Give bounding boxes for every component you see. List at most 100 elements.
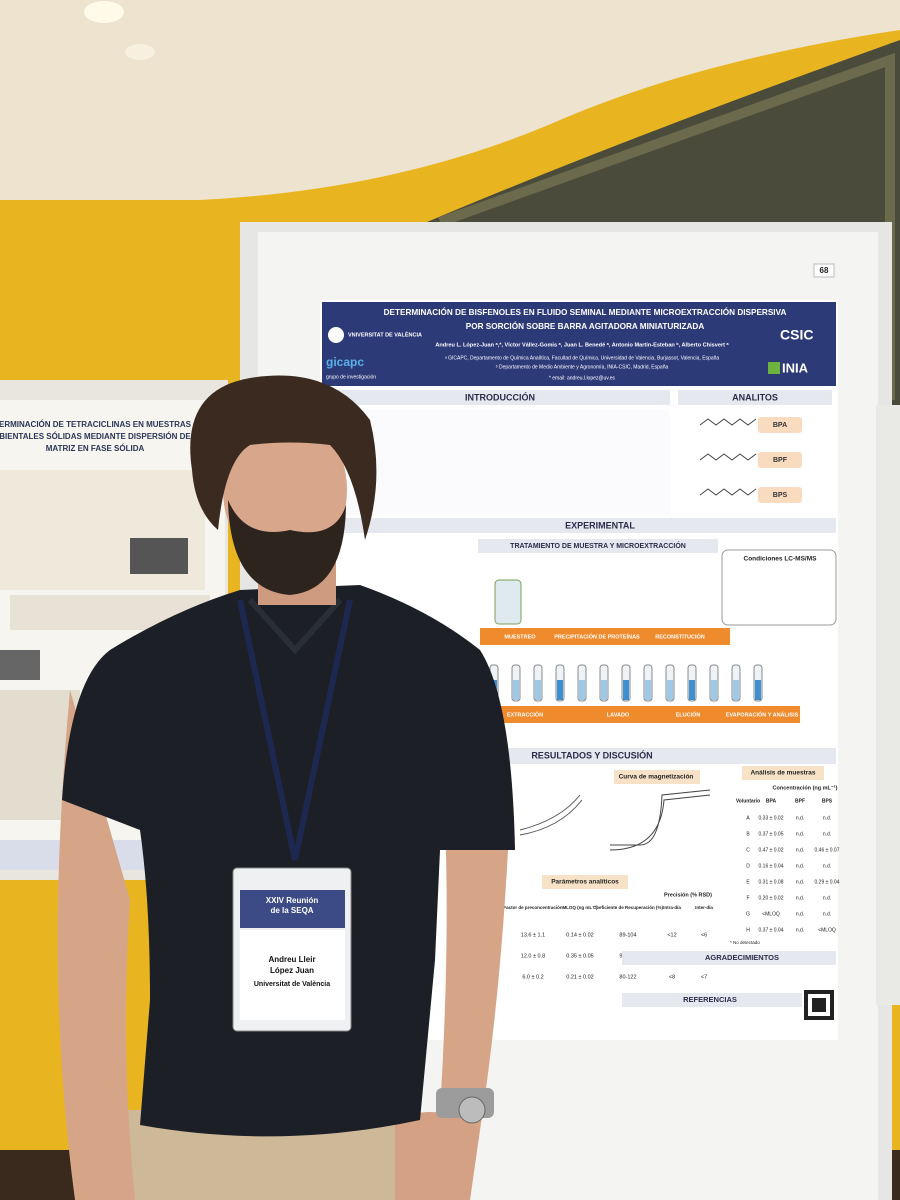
table-cell: n.d. — [796, 895, 804, 901]
table-cell: n.d. — [823, 815, 831, 821]
polo-shirt — [62, 585, 515, 1137]
magnetization-plot — [609, 789, 711, 851]
poster-title: DETERMINACIÓN DE BISFENOLES EN FLUIDO SE… — [384, 306, 787, 317]
table-cell: 0.37 ± 0.04 — [759, 927, 784, 933]
subsection-bar — [742, 766, 824, 780]
table-cell: <6 — [701, 932, 707, 938]
molecule — [699, 418, 757, 426]
tapestry — [420, 40, 900, 420]
table-cell: 0.37 ± 0.05 — [759, 831, 784, 837]
left-arm — [57, 690, 135, 1200]
badge-event: de la SEQA — [270, 906, 313, 915]
badge-header — [240, 890, 345, 928]
section-title: AGRADECIMIENTOS — [705, 953, 779, 962]
tube-liquid — [733, 680, 739, 700]
table-cell: n.d. — [796, 911, 804, 917]
table-cell: n.d. — [796, 879, 804, 885]
badge-body — [240, 930, 345, 1020]
step-label: EXTRACCIÓN — [507, 710, 543, 718]
section-bar — [678, 390, 832, 405]
section-bar — [330, 390, 670, 405]
subsection-bar — [542, 875, 628, 889]
poster-authors: Andreu L. López-Juan ᵃ,*, Víctor Vállez-… — [435, 341, 729, 348]
poster-header — [322, 302, 836, 386]
table-cell: <7 — [701, 974, 707, 980]
step-label: EVAPORACIÓN Y ANÁLISIS — [726, 710, 799, 718]
table-cell: n.d. — [823, 911, 831, 917]
table-header: BPF — [795, 798, 805, 804]
watch-face — [458, 1096, 486, 1124]
poster-title: POR SORCIÓN SOBRE BARRA AGITADORA MINIAT… — [466, 320, 705, 331]
table-header: Intra-día — [663, 905, 681, 910]
steps-top: MUESTREO PRECIPITACIÓN DE PROTEÍNAS RECONS… — [504, 632, 704, 640]
section-title: INTRODUCCIÓN — [465, 391, 535, 402]
analyte-box — [758, 487, 802, 503]
analyte-box — [758, 452, 802, 468]
table-cell: 89-104 — [619, 932, 636, 938]
tube-liquid — [755, 680, 761, 700]
table-cell: 0.35 ± 0.05 — [566, 953, 593, 959]
right-hand — [395, 1112, 480, 1200]
badge-affiliation: Universitat de València — [254, 981, 330, 988]
left-poster-title: ERMINACIÓN DE TETRACICLINAS EN MUESTRAS — [0, 420, 192, 429]
table-cell: 0.46 ± 0.07 — [815, 847, 840, 853]
badge-name: López Juan — [270, 966, 314, 975]
table-cell: 6.0 ± 0.2 — [522, 974, 543, 980]
molecule — [699, 453, 757, 461]
intro-text-block — [330, 410, 670, 515]
poster-email: * email: andreu.l.lopez@uv.es — [549, 375, 616, 381]
step-label: ELUCIÓN — [676, 710, 701, 718]
left-poster-title: BIENTALES SÓLIDAS MEDIANTE DISPERSIÓN DE — [0, 432, 191, 441]
analyte-label: BPS — [773, 492, 788, 499]
table-header: MLOQ (ng mL⁻¹) — [562, 905, 598, 910]
ceiling-light — [125, 44, 155, 60]
table-cell: F — [746, 895, 749, 901]
table-cell: A — [746, 815, 750, 821]
table-cell: D — [746, 863, 750, 869]
table-cell: 0.29 ± 0.04 — [815, 879, 840, 885]
table-cell: 0.20 ± 0.02 — [759, 895, 784, 901]
analyte-box — [758, 417, 802, 433]
adsorption-plot — [519, 794, 583, 836]
table-cell: H — [746, 927, 750, 933]
table-header: Inter-día — [695, 905, 713, 910]
table-header: BPS — [822, 798, 833, 804]
inia-logo: INIA — [782, 360, 809, 375]
tube-liquid — [645, 680, 651, 700]
table-cell: n.d. — [823, 863, 831, 869]
badge-event: XXIV Reunión — [266, 896, 319, 905]
lanyard — [237, 599, 353, 861]
table-cell: 0.47 ± 0.02 — [759, 847, 784, 853]
table-cell: n.d. — [796, 831, 804, 837]
table-cell: 0.14 ± 0.02 — [566, 932, 593, 938]
samples-table: Concentración (ng mL⁻¹) Voluntario BPA BPF B… — [730, 784, 840, 945]
table-cell: <MLOQ — [762, 911, 780, 917]
table-cell: n.d. — [796, 847, 804, 853]
poster-affiliation: ᵃ GICAPC, Departamento de Química Analít… — [445, 355, 720, 361]
tube-liquid — [623, 680, 629, 700]
table-cell: 0.31 ± 0.08 — [759, 879, 784, 885]
table-cell: n.d. — [796, 863, 804, 869]
inia-mark — [768, 362, 780, 374]
table-cell: 12.0 ± 0.8 — [521, 953, 545, 959]
tubes — [489, 579, 763, 702]
steps-bottom: EXTRACCIÓN LAVADO ELUCIÓN EVAPORACIÓN Y ANÁ… — [507, 710, 799, 718]
group-logo-sub: grupo de investigación — [326, 374, 376, 380]
number-tag — [813, 263, 835, 278]
table-header: Coeficiente de Recuperación (%) — [593, 905, 664, 910]
table-group-header: Concentración (ng mL⁻¹) — [773, 784, 838, 791]
analyte-label: BPA — [773, 422, 787, 429]
left-poster-image — [130, 538, 188, 574]
table-cell: <MLOQ — [818, 927, 836, 933]
section-bar — [480, 748, 836, 764]
section-title: ANALITOS — [732, 392, 778, 402]
subsection-bar — [614, 770, 700, 784]
university-seal — [328, 327, 344, 343]
table-header: Voluntario — [736, 798, 760, 804]
tube-liquid — [535, 680, 541, 700]
table-cell: n.d. — [823, 831, 831, 837]
tube-liquid — [579, 680, 585, 700]
section-bar — [330, 518, 836, 533]
